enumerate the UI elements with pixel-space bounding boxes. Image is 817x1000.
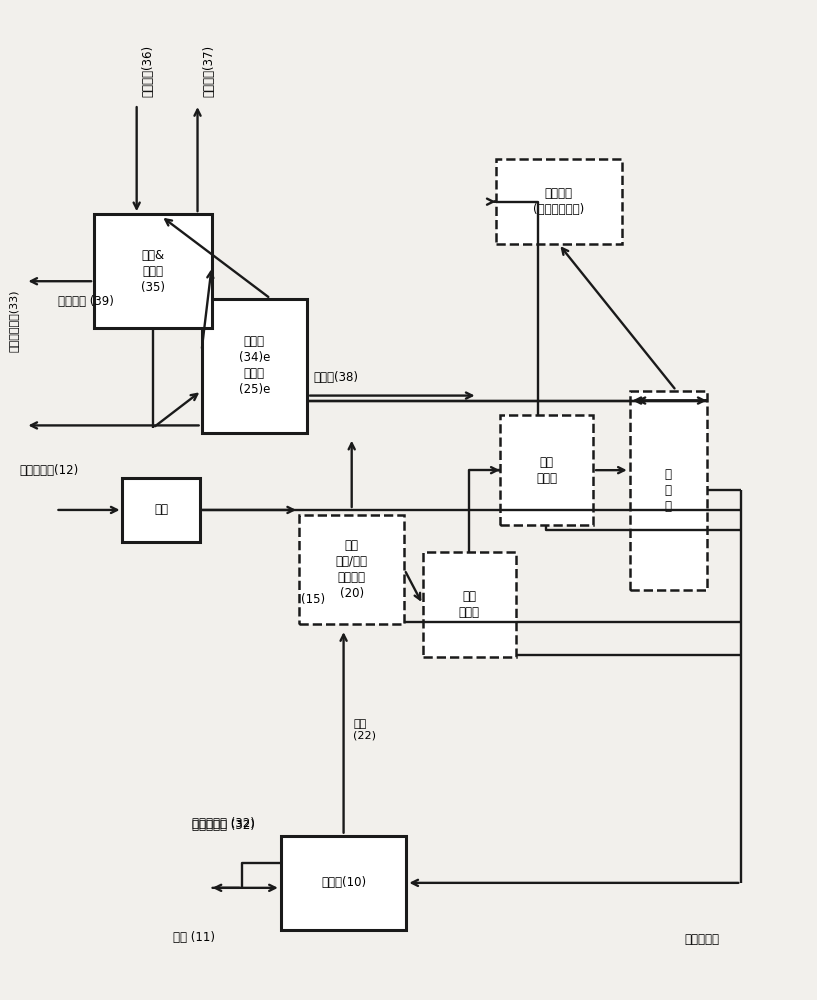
Text: 喷雾室
(34)e
冷凝器
(25)e: 喷雾室 (34)e 冷凝器 (25)e	[239, 335, 270, 396]
Text: 排料件(38): 排料件(38)	[314, 371, 359, 384]
Text: 盐水输出(37): 盐水输出(37)	[203, 45, 216, 97]
Text: 吸入的空气(12): 吸入的空气(12)	[19, 464, 78, 477]
Text: 再循环燃料 (32): 再循环燃料 (32)	[192, 817, 255, 830]
Text: 脱盐构成 (39): 脱盐构成 (39)	[58, 295, 114, 308]
Text: 预热的空气: 预热的空气	[685, 933, 720, 946]
FancyBboxPatch shape	[299, 515, 404, 624]
Text: 排气
气体/气体
热交换器
(20): 排气 气体/气体 热交换器 (20)	[336, 539, 368, 600]
FancyBboxPatch shape	[123, 478, 199, 542]
Text: 涡轮
增压器: 涡轮 增压器	[459, 590, 480, 619]
FancyBboxPatch shape	[202, 299, 307, 433]
Text: 再循环燃料 (32): 再循环燃料 (32)	[192, 819, 255, 832]
Text: 风机: 风机	[154, 503, 168, 516]
Text: 盐水进人(36): 盐水进人(36)	[141, 45, 154, 97]
Text: 燃料 (11): 燃料 (11)	[173, 931, 215, 944]
Text: 盐水&
水热器
(35): 盐水& 水热器 (35)	[141, 249, 165, 294]
FancyBboxPatch shape	[496, 159, 622, 244]
FancyBboxPatch shape	[94, 214, 212, 328]
FancyBboxPatch shape	[500, 415, 593, 525]
FancyBboxPatch shape	[422, 552, 516, 657]
Text: 催
化
剂: 催 化 剂	[665, 468, 672, 513]
Text: (15): (15)	[301, 593, 325, 606]
Text: 排气
(22): 排气 (22)	[353, 719, 377, 741]
FancyBboxPatch shape	[281, 836, 407, 930]
Text: 加热方法
(一种或更多种): 加热方法 (一种或更多种)	[533, 187, 584, 216]
Text: 发动机(10): 发动机(10)	[321, 876, 366, 889]
FancyBboxPatch shape	[630, 391, 707, 589]
Text: 排放到大气中(33): 排放到大气中(33)	[8, 290, 18, 352]
Text: 直接
加热器: 直接 加热器	[536, 456, 557, 485]
